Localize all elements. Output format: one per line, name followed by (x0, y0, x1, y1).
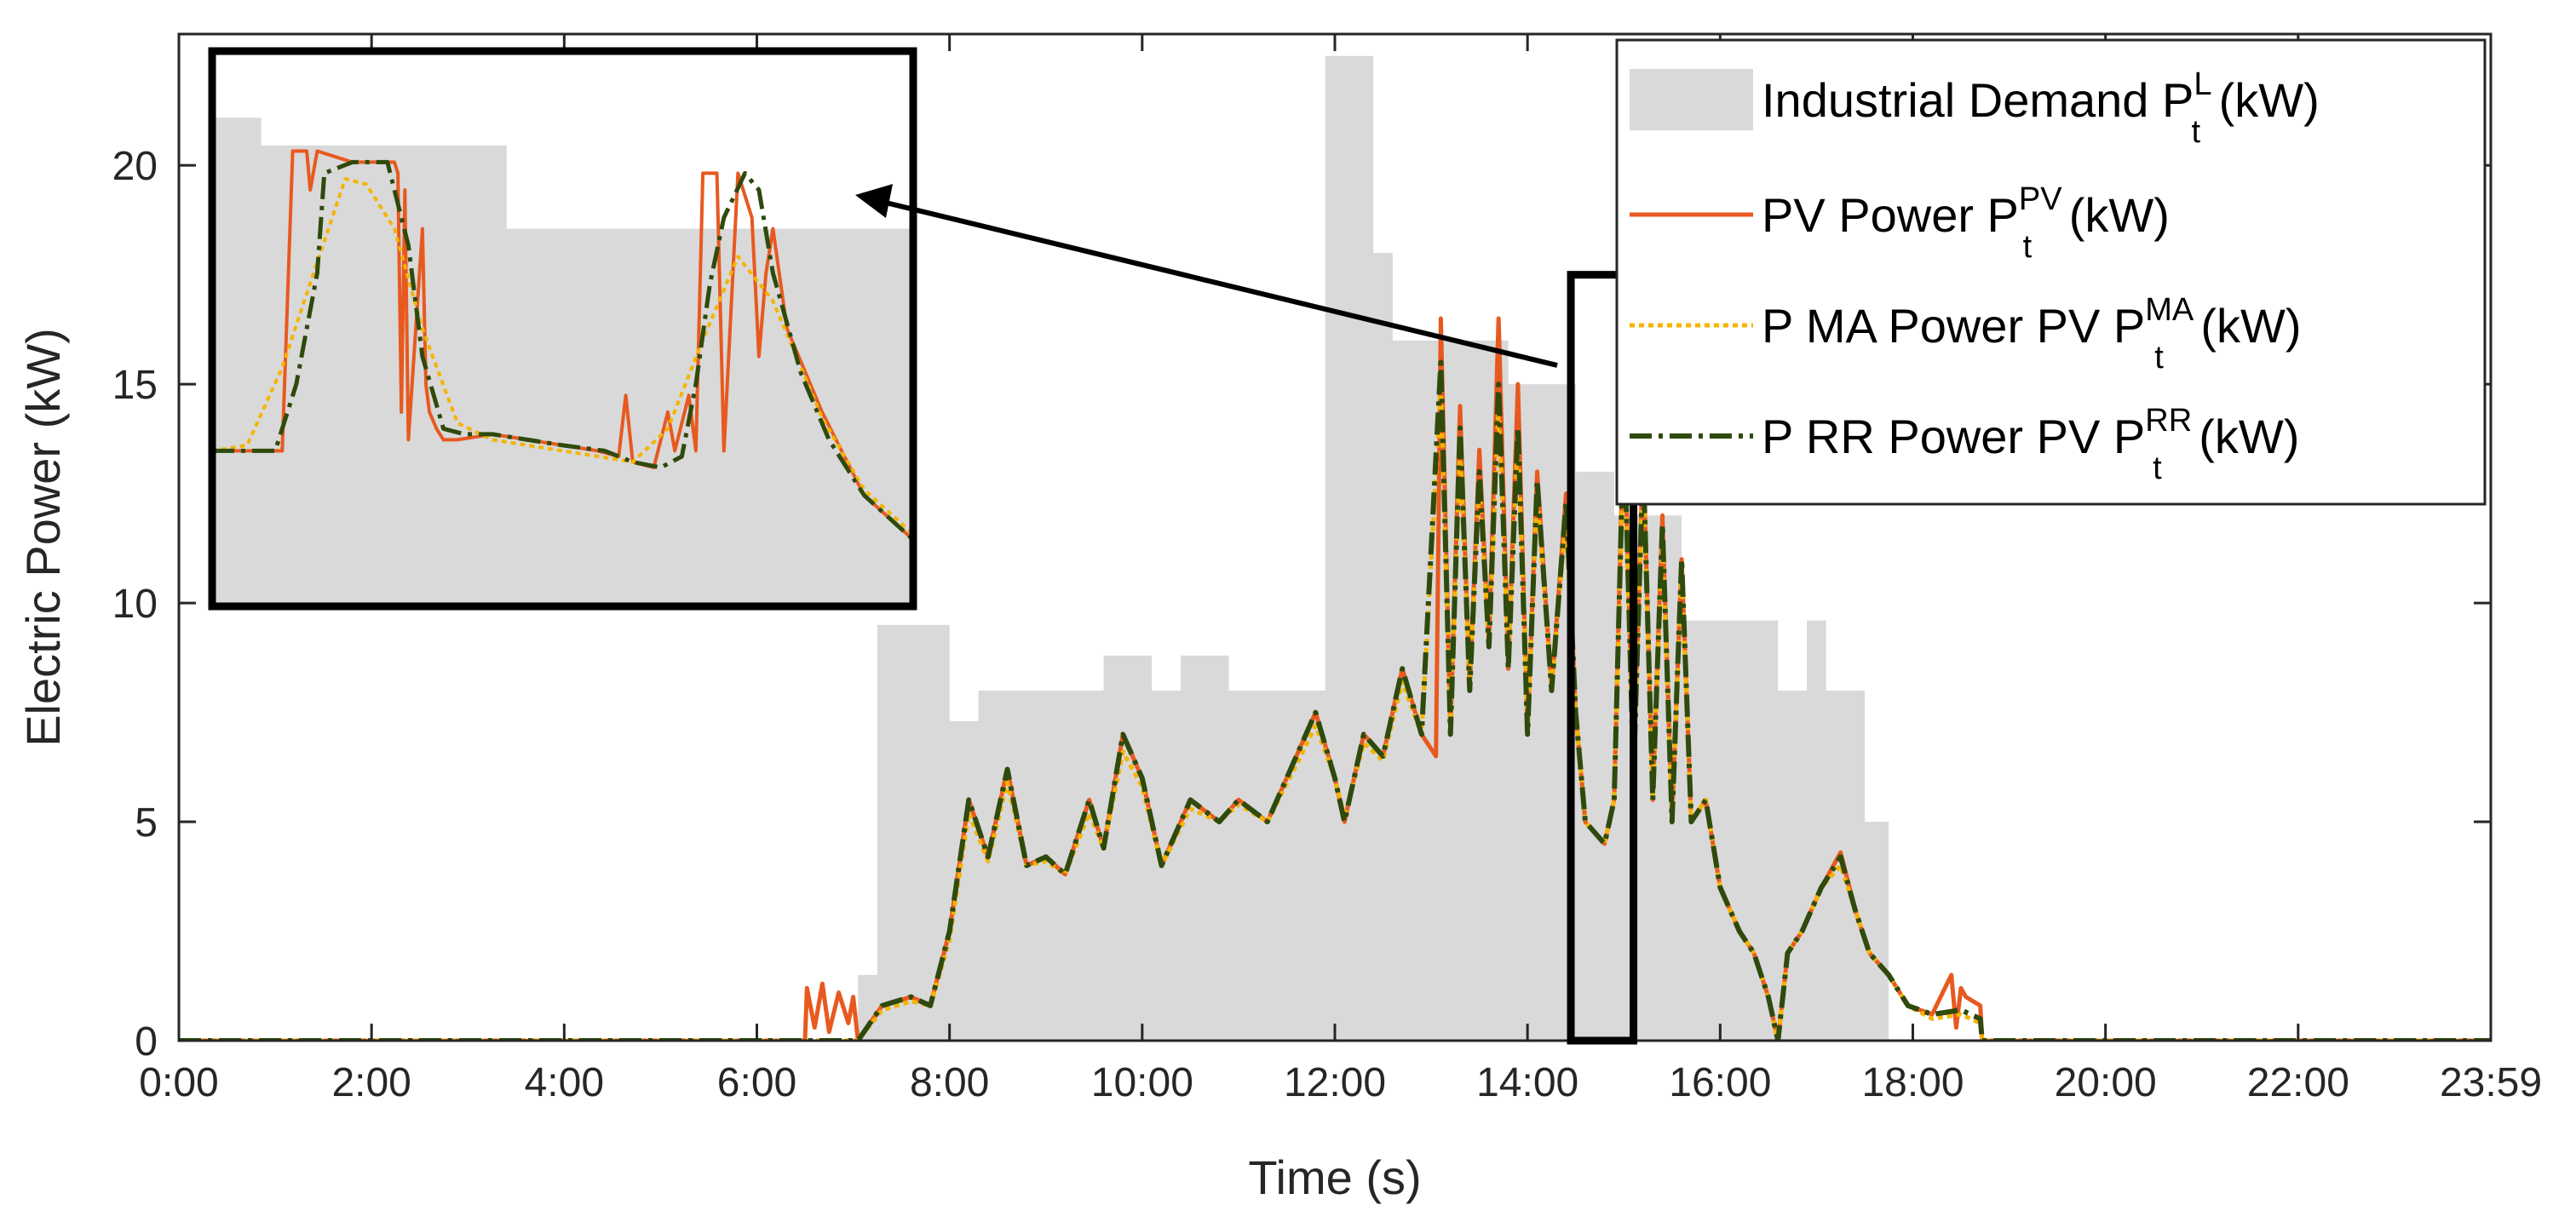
x-axis-label: Time (s) (1248, 1151, 1421, 1204)
y-tick-label: 10 (112, 582, 158, 627)
x-tick-label: 20:00 (2055, 1060, 2157, 1105)
legend-label: P MA Power PV PMA t (kW) (1762, 292, 2302, 376)
main-series-group (179, 55, 2491, 1041)
x-tick-label: 22:00 (2247, 1060, 2349, 1105)
inset-series-group (212, 118, 913, 606)
x-tick-label: 0:00 (139, 1060, 218, 1105)
legend-label: PV Power PPV t (kW) (1762, 181, 2170, 265)
inset-line-rr (212, 159, 913, 542)
x-tick-label: 18:00 (1861, 1060, 1964, 1105)
legend: Industrial Demand PL t (kW) PV Power PPV t … (1615, 38, 2487, 506)
legend-label: Industrial Demand PL t (kW) (1762, 66, 2320, 150)
zoom-arrow-shaft (885, 200, 1558, 368)
y-tick-label: 15 (112, 363, 158, 408)
inset-line-ma (212, 177, 913, 536)
x-tick-label: 23:59 (2440, 1060, 2542, 1105)
x-tick-label: 8:00 (910, 1060, 989, 1105)
legend-box (1615, 38, 2487, 506)
inset-frame (208, 47, 917, 611)
y-axis: 0 5 10 15 20 (112, 144, 2491, 1064)
series-area-demand (179, 55, 2491, 1041)
x-tick-label: 4:00 (525, 1060, 604, 1105)
x-axis: 0:00 2:00 4:00 6:00 8:00 10:00 12:00 14:00 16:00… (139, 34, 2542, 1105)
zoom-arrow (855, 184, 1558, 368)
x-tick-label: 16:00 (1669, 1060, 1771, 1105)
y-axis-label: Electric Power (kW) (16, 328, 70, 747)
legend-label: P RR Power PV PRR t (kW) (1762, 403, 2299, 486)
zoom-highlight-box (1567, 271, 1638, 1045)
x-tick-label: 6:00 (717, 1060, 796, 1105)
y-tick-label: 0 (135, 1019, 158, 1064)
zoom-arrow-head (855, 184, 893, 218)
x-tick-label: 2:00 (331, 1060, 411, 1105)
x-tick-label: 12:00 (1284, 1060, 1386, 1105)
series-line-3 (179, 359, 2491, 1041)
y-tick-label: 5 (135, 800, 158, 846)
x-tick-label: 14:00 (1476, 1060, 1578, 1105)
inset-zoom (208, 47, 917, 611)
legend-swatch-demand (1630, 69, 1753, 130)
x-tick-label: 10:00 (1091, 1060, 1193, 1105)
y-tick-label: 20 (112, 144, 158, 189)
inset-demand-area (212, 118, 913, 606)
